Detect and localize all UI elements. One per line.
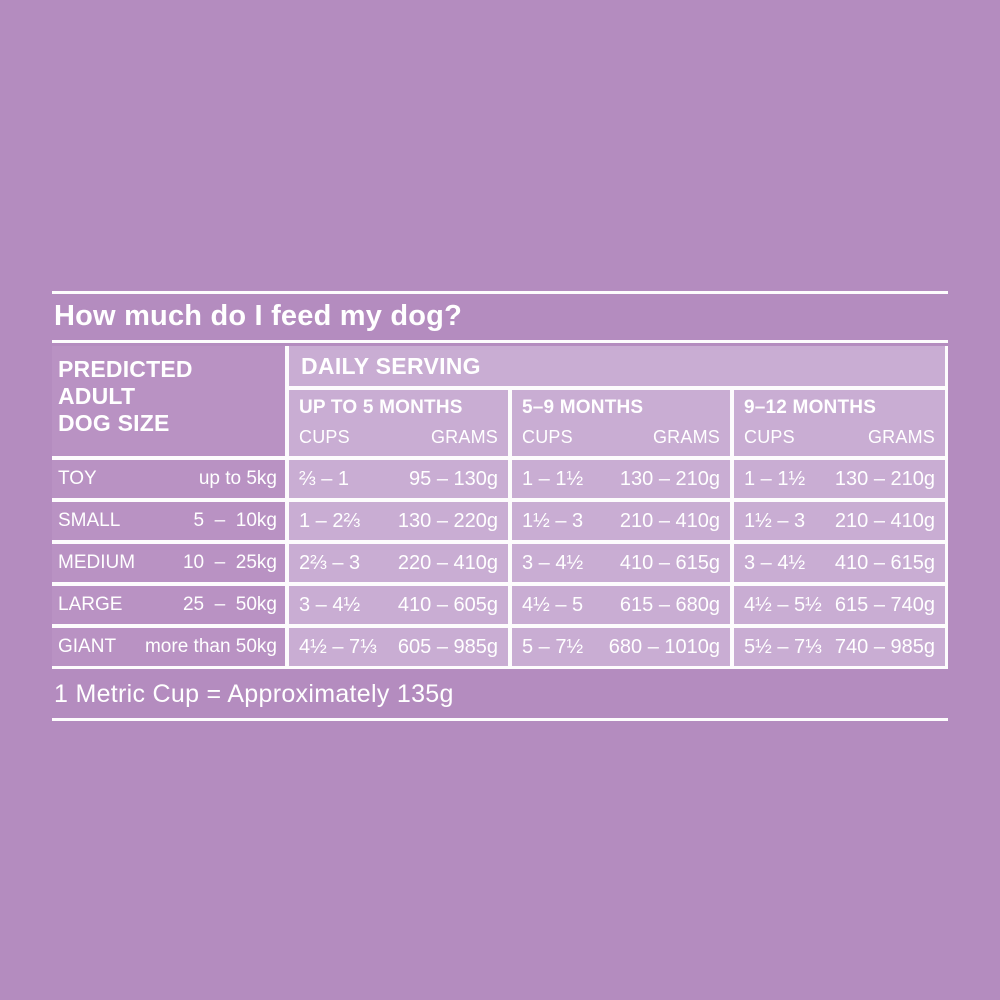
daily-serving-label: DAILY SERVING [301, 352, 481, 379]
cups-grams-row: CUPS GRAMS [744, 427, 935, 448]
grams-value: 210 – 410g [834, 509, 935, 532]
serving-cell: 3 – 4½ 410 – 615g [734, 544, 945, 582]
size-name: MEDIUM [58, 552, 136, 573]
size-weight: 5 – 10kg [193, 510, 277, 531]
size-weight: up to 5kg [198, 468, 277, 489]
cups-label: CUPS [299, 427, 350, 447]
grams-value: 130 – 220g [397, 509, 498, 532]
bottom-divider [52, 718, 948, 721]
serving-cell: 1 – 2⅔ 130 – 220g [289, 502, 508, 540]
table-bottom-divider [52, 666, 948, 669]
grams-value: 210 – 410g [619, 509, 720, 532]
cups-value: 3 – 4½ [744, 551, 806, 574]
age-group-label: 9–12 MONTHS [744, 397, 877, 418]
grams-value: 740 – 985g [834, 635, 935, 658]
grams-value: 680 – 1010g [608, 635, 720, 658]
serving-cell: 4½ – 5 615 – 680g [512, 586, 730, 624]
size-name: GIANT [58, 636, 117, 657]
serving-cell: ⅔ – 1 95 – 130g [289, 460, 508, 498]
cups-value: 1½ – 3 [522, 509, 584, 532]
title-divider [52, 340, 948, 343]
grams-value: 130 – 210g [619, 467, 720, 490]
grams-value: 95 – 130g [409, 467, 498, 490]
cups-value: 1 – 1½ [522, 467, 584, 490]
grams-value: 615 – 740g [834, 593, 935, 616]
grams-value: 605 – 985g [397, 635, 498, 658]
cups-value: 4½ – 7⅓ [299, 635, 377, 658]
grams-label: GRAMS [652, 427, 720, 447]
age-group-header-2: 9–12 MONTHS CUPS GRAMS [734, 390, 945, 456]
cups-value: 4½ – 5 [522, 593, 584, 616]
cups-grams-row: CUPS GRAMS [299, 427, 498, 448]
grams-value: 130 – 210g [834, 467, 935, 490]
cups-label: CUPS [522, 427, 573, 447]
serving-cell: 1 – 1½ 130 – 210g [734, 460, 945, 498]
cups-value: 2⅔ – 3 [299, 551, 361, 574]
serving-cell: 2⅔ – 3 220 – 410g [289, 544, 508, 582]
serving-cell: 3 – 4½ 410 – 605g [289, 586, 508, 624]
top-divider [52, 291, 948, 294]
serving-cell: 4½ – 7⅓ 605 – 985g [289, 628, 508, 666]
size-cell-giant: GIANT more than 50kg [52, 628, 285, 666]
grams-value: 220 – 410g [397, 551, 498, 574]
grams-label: GRAMS [867, 427, 935, 447]
size-cell-large: LARGE 25 – 50kg [52, 586, 285, 624]
size-name: LARGE [58, 594, 123, 615]
size-cell-small: SMALL 5 – 10kg [52, 502, 285, 540]
dog-size-header: PREDICTED ADULT DOG SIZE [52, 346, 285, 456]
dog-size-header-line: DOG SIZE [58, 410, 170, 436]
page-title: How much do I feed my dog? [54, 300, 462, 332]
serving-cell: 1½ – 3 210 – 410g [512, 502, 730, 540]
cups-value: 5½ – 7⅓ [744, 635, 822, 658]
cups-value: 3 – 4½ [299, 593, 361, 616]
cups-label: CUPS [744, 427, 795, 447]
size-cell-toy: TOY up to 5kg [52, 460, 285, 498]
cups-value: 1½ – 3 [744, 509, 806, 532]
size-name: TOY [58, 468, 97, 489]
size-weight: 25 – 50kg [182, 594, 277, 615]
metric-cup-footnote: 1 Metric Cup = Approximately 135g [54, 680, 454, 708]
feeding-table: PREDICTED ADULT DOG SIZE DAILY SERVING U… [52, 346, 948, 666]
size-cell-medium: MEDIUM 10 – 25kg [52, 544, 285, 582]
age-group-label: UP TO 5 MONTHS [299, 397, 463, 418]
age-group-label: 5–9 MONTHS [522, 397, 644, 418]
grams-value: 410 – 605g [397, 593, 498, 616]
cups-grams-row: CUPS GRAMS [522, 427, 720, 448]
grams-value: 410 – 615g [834, 551, 935, 574]
age-group-header-0: UP TO 5 MONTHS CUPS GRAMS [289, 390, 508, 456]
age-group-header-1: 5–9 MONTHS CUPS GRAMS [512, 390, 730, 456]
serving-cell: 4½ – 5½ 615 – 740g [734, 586, 945, 624]
grams-value: 410 – 615g [619, 551, 720, 574]
grams-label: GRAMS [430, 427, 498, 447]
cups-value: 5 – 7½ [522, 635, 584, 658]
dog-size-header-line: PREDICTED [58, 356, 193, 382]
serving-cell: 3 – 4½ 410 – 615g [512, 544, 730, 582]
grams-value: 615 – 680g [619, 593, 720, 616]
serving-cell: 1½ – 3 210 – 410g [734, 502, 945, 540]
serving-cell: 5 – 7½ 680 – 1010g [512, 628, 730, 666]
cups-value: 3 – 4½ [522, 551, 584, 574]
size-name: SMALL [58, 510, 121, 531]
cups-value: 1 – 1½ [744, 467, 806, 490]
daily-serving-header: DAILY SERVING [289, 346, 945, 386]
serving-cell: 5½ – 7⅓ 740 – 985g [734, 628, 945, 666]
serving-cell: 1 – 1½ 130 – 210g [512, 460, 730, 498]
cups-value: 1 – 2⅔ [299, 509, 361, 532]
size-weight: more than 50kg [144, 636, 277, 657]
cups-value: ⅔ – 1 [299, 467, 350, 490]
size-weight: 10 – 25kg [182, 552, 277, 573]
feeding-guide-panel: How much do I feed my dog? PREDICTED ADU… [52, 291, 948, 721]
dog-size-header-line: ADULT [58, 383, 136, 409]
cups-value: 4½ – 5½ [744, 593, 822, 616]
